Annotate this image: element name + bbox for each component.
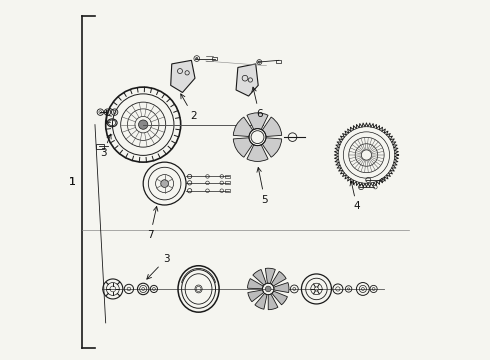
Wedge shape (255, 293, 267, 309)
Polygon shape (171, 60, 195, 93)
Circle shape (258, 61, 260, 63)
Text: 1: 1 (69, 177, 76, 187)
Bar (225, 181, 230, 184)
Wedge shape (233, 117, 253, 136)
Circle shape (161, 180, 169, 188)
Wedge shape (271, 271, 286, 286)
Wedge shape (262, 117, 282, 136)
Bar (225, 189, 230, 192)
Bar (212, 57, 217, 60)
Text: 3: 3 (147, 253, 170, 279)
Wedge shape (273, 283, 289, 293)
Text: 3: 3 (100, 134, 111, 158)
Bar (225, 175, 230, 178)
Text: 7: 7 (147, 207, 158, 240)
Text: 2: 2 (181, 94, 196, 121)
Wedge shape (233, 138, 253, 157)
Polygon shape (236, 64, 258, 96)
Wedge shape (247, 145, 268, 161)
Bar (96, 144, 103, 149)
Wedge shape (248, 290, 264, 302)
Circle shape (139, 120, 148, 129)
Circle shape (196, 58, 198, 60)
Wedge shape (247, 279, 263, 289)
Wedge shape (253, 270, 266, 285)
Bar (276, 60, 281, 63)
Text: 4: 4 (350, 181, 360, 211)
Circle shape (266, 286, 271, 292)
Wedge shape (262, 138, 282, 157)
Wedge shape (266, 268, 275, 284)
Text: 6: 6 (252, 87, 263, 119)
Text: 5: 5 (257, 167, 268, 204)
Wedge shape (268, 294, 278, 310)
Wedge shape (272, 291, 288, 305)
Text: 1: 1 (69, 177, 76, 187)
Wedge shape (247, 113, 268, 130)
